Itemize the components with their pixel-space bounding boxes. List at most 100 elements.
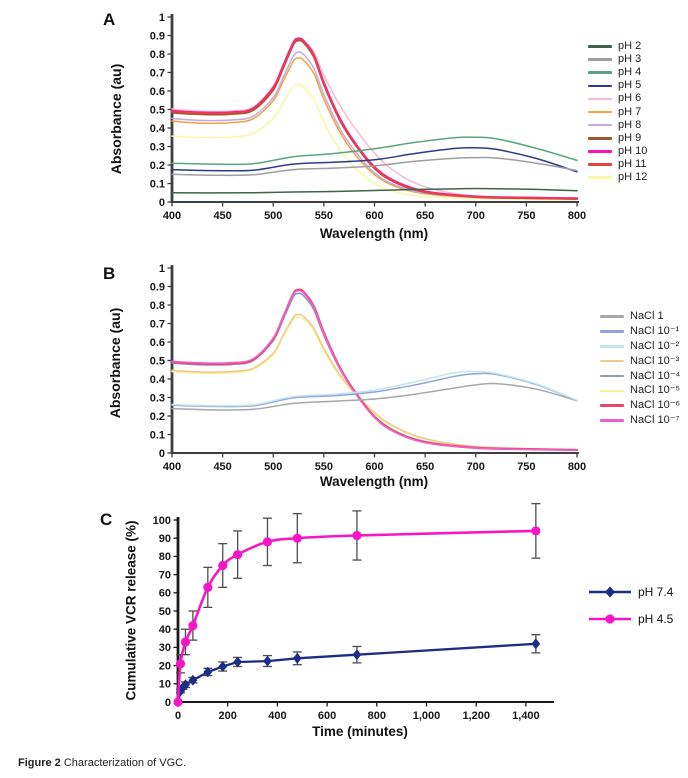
svg-text:0.6: 0.6: [150, 337, 165, 349]
svg-text:700: 700: [467, 210, 485, 222]
svg-text:800: 800: [568, 210, 586, 222]
svg-text:0.2: 0.2: [150, 160, 165, 172]
svg-text:650: 650: [416, 461, 434, 473]
panel-c-label: C: [100, 510, 113, 529]
legend-item: NaCl 10⁻⁴: [600, 369, 680, 384]
svg-text:0: 0: [175, 710, 181, 722]
svg-text:550: 550: [315, 210, 333, 222]
legend-label: pH 8: [618, 118, 642, 131]
series-pH 4: [171, 136, 578, 166]
legend-color-swatch: [600, 419, 624, 422]
legend-color-swatch: [588, 84, 612, 88]
legend-label: NaCl 10⁻¹: [630, 324, 680, 337]
svg-text:1: 1: [159, 12, 165, 24]
svg-text:0.3: 0.3: [150, 392, 165, 404]
series-NaCl 1: [171, 382, 578, 411]
legend-label: pH 2: [618, 40, 642, 53]
series-NaCl 10⁻¹: [171, 372, 578, 408]
svg-text:1: 1: [159, 263, 165, 275]
legend-color-swatch: [588, 136, 612, 140]
legend-color-swatch: [588, 110, 612, 114]
svg-text:60: 60: [159, 588, 171, 600]
svg-text:800: 800: [368, 710, 386, 722]
svg-text:650: 650: [416, 210, 434, 222]
chart-a-legend: pH 2 pH 3 pH 4 pH 5 pH 6 pH 7 pH 8 pH 9 pH 10 pH …: [588, 40, 647, 184]
series-NaCl 10⁻⁵: [171, 316, 578, 451]
svg-text:0.8: 0.8: [150, 300, 165, 312]
chart-b-legend: NaCl 1 NaCl 10⁻¹ NaCl 10⁻² NaCl 10⁻³ NaCl 10…: [600, 309, 680, 428]
legend-color-swatch: [588, 45, 612, 48]
chart-a-svg: 0 0.1 0.2 0.3 0.4 0.5 0.6 0.7 0.8 0.9 1 400 450 500 55…: [150, 12, 586, 222]
legend-color-swatch: [588, 58, 612, 61]
diamond-marker-swatch: [589, 586, 631, 597]
circle-marker-swatch: [589, 613, 631, 624]
legend-label: pH 4.5: [638, 611, 674, 626]
legend-color-swatch: [588, 176, 612, 179]
svg-text:10: 10: [159, 679, 171, 691]
svg-text:200: 200: [219, 710, 237, 722]
series-pH 8: [171, 51, 578, 200]
legend-label: pH 10: [618, 144, 648, 157]
series-NaCl 10⁻⁷: [171, 290, 578, 451]
legend-color-swatch: [600, 404, 624, 408]
series-pH 2: [171, 187, 578, 194]
legend-label: NaCl 1: [630, 309, 664, 322]
svg-text:0.5: 0.5: [150, 104, 165, 116]
chart-c-legend: pH 7.4 pH 4.5: [588, 578, 673, 632]
svg-text:80: 80: [159, 551, 171, 563]
svg-text:600: 600: [365, 461, 383, 473]
chart-c-svg: 0 10 20 30 40 50 60 70 80 90 100 0 200 400 600 800 1,000…: [153, 502, 554, 722]
figure-caption-text: Characterization of VGC.: [60, 757, 187, 769]
legend-item: pH 5: [588, 79, 647, 92]
svg-text:0.9: 0.9: [150, 30, 165, 42]
svg-text:0.2: 0.2: [150, 411, 165, 423]
axes: 0 0.1 0.2 0.3 0.4 0.5 0.6 0.7 0.8 0.9 1 400 450 500 55…: [150, 263, 586, 473]
svg-text:90: 90: [159, 533, 171, 545]
svg-text:0: 0: [165, 697, 171, 709]
svg-text:500: 500: [264, 210, 282, 222]
svg-text:0: 0: [159, 448, 165, 460]
legend-item: pH 8: [588, 119, 647, 132]
svg-text:0.9: 0.9: [150, 281, 165, 293]
legend-color-swatch: [588, 97, 612, 101]
svg-text:0: 0: [159, 197, 165, 209]
svg-text:50: 50: [159, 606, 171, 618]
svg-text:0.7: 0.7: [150, 67, 165, 79]
figure-caption: Figure 2 Characterization of VGC.: [18, 757, 186, 769]
svg-text:700: 700: [467, 461, 485, 473]
series-NaCl 10⁻³: [171, 313, 578, 451]
svg-text:500: 500: [264, 461, 282, 473]
svg-text:0.7: 0.7: [150, 318, 165, 330]
legend-item: NaCl 10⁻¹: [600, 324, 680, 339]
legend-item: pH 11: [588, 158, 647, 171]
series-pH 5: [171, 146, 578, 173]
svg-text:0.5: 0.5: [150, 355, 165, 367]
chart-b-svg: 0 0.1 0.2 0.3 0.4 0.5 0.6 0.7 0.8 0.9 1 400 450 500 55…: [150, 263, 586, 473]
legend-label: pH 7: [618, 105, 642, 118]
svg-text:20: 20: [159, 660, 171, 672]
legend-item: NaCl 10⁻⁷: [600, 413, 680, 428]
svg-text:750: 750: [517, 461, 535, 473]
legend-color-swatch: [600, 344, 624, 348]
series-pH 7: [171, 57, 578, 200]
svg-text:0.8: 0.8: [150, 49, 165, 61]
legend-label: NaCl 10⁻⁶: [630, 399, 681, 412]
svg-text:1,200: 1,200: [462, 710, 490, 722]
svg-text:400: 400: [163, 210, 181, 222]
legend-label: NaCl 10⁻⁴: [630, 369, 681, 382]
legend-item: pH 6: [588, 92, 647, 105]
axes: 0 10 20 30 40 50 60 70 80 90 100 0 200 400 600 800 1,000…: [153, 515, 554, 722]
series-pH 11: [171, 38, 578, 200]
legend-item: pH 7.4: [588, 578, 673, 605]
legend-color-swatch: [600, 359, 624, 363]
legend-item: NaCl 10⁻²: [600, 339, 680, 354]
svg-text:0.1: 0.1: [150, 429, 165, 441]
legend-label: pH 9: [618, 131, 642, 144]
legend-color-swatch: [588, 150, 612, 153]
svg-text:70: 70: [159, 569, 171, 581]
svg-text:600: 600: [318, 710, 336, 722]
svg-text:0.6: 0.6: [150, 86, 165, 98]
svg-text:450: 450: [213, 210, 231, 222]
svg-text:800: 800: [568, 461, 586, 473]
panel-a-x-axis-title: Wavelength (nm): [319, 226, 429, 241]
